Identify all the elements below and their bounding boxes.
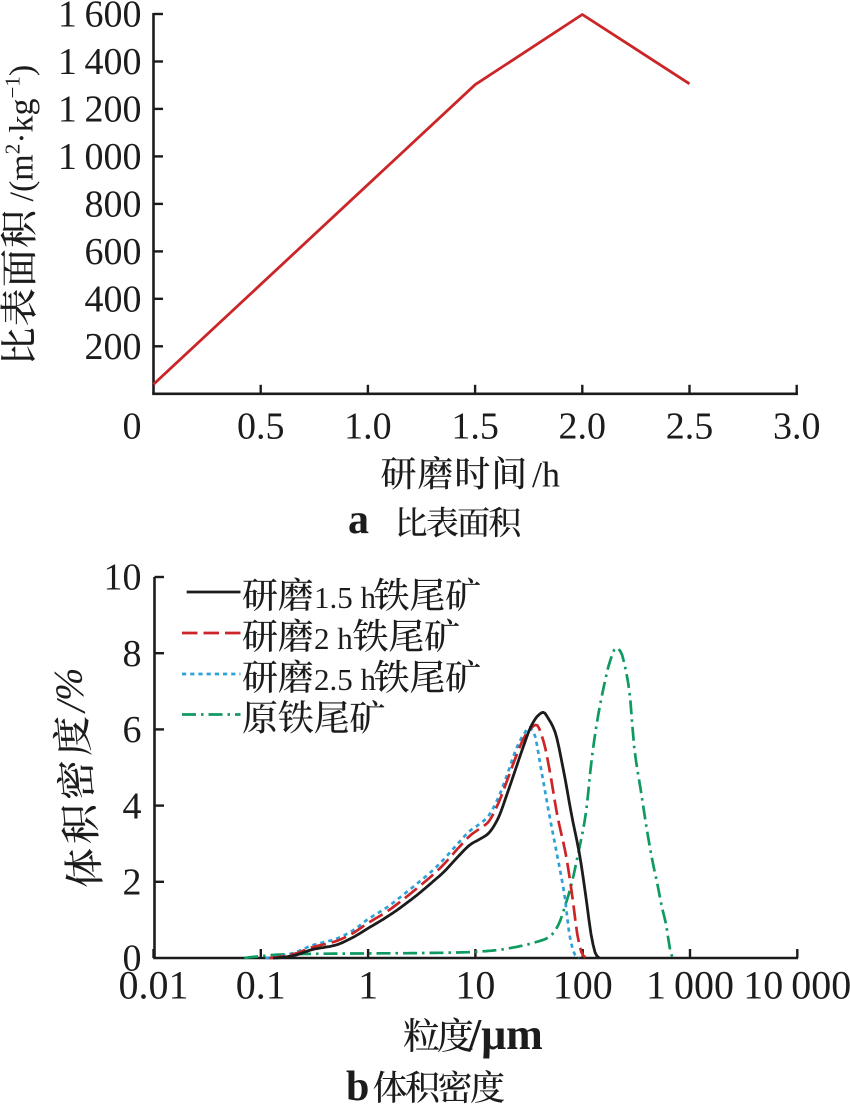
svg-text:600: 600 [85, 231, 142, 273]
svg-text:/h: /h [532, 455, 560, 495]
svg-text:1.5: 1.5 [451, 406, 499, 448]
svg-text:10: 10 [104, 557, 142, 599]
svg-text:1.5 h: 1.5 h [314, 580, 377, 615]
svg-text:2 h: 2 h [314, 621, 353, 656]
svg-text:1 200: 1 200 [58, 89, 142, 131]
svg-text:0: 0 [123, 406, 142, 448]
svg-text:800: 800 [85, 184, 142, 226]
svg-text:6: 6 [123, 709, 142, 751]
svg-text:10: 10 [455, 963, 495, 1008]
svg-text:1 000: 1 000 [646, 963, 734, 1008]
svg-text:2.5: 2.5 [666, 406, 714, 448]
svg-text:200: 200 [85, 326, 142, 368]
svg-text:2.0: 2.0 [559, 406, 607, 448]
svg-text:3.0: 3.0 [773, 406, 821, 448]
svg-text:/μm: /μm [468, 1010, 543, 1059]
svg-text:0: 0 [123, 938, 142, 980]
svg-text:2: 2 [123, 862, 142, 904]
svg-text:1: 1 [358, 963, 378, 1008]
svg-text:400: 400 [85, 279, 142, 321]
svg-text:/%: /% [45, 668, 94, 714]
svg-text:1 400: 1 400 [58, 41, 142, 83]
svg-text:8: 8 [123, 633, 142, 675]
svg-text:2.5 h: 2.5 h [314, 662, 377, 697]
svg-text:10 000: 10 000 [743, 963, 850, 1008]
svg-text:4: 4 [123, 785, 142, 827]
svg-text:1 000: 1 000 [58, 136, 142, 178]
svg-text:b: b [346, 1064, 369, 1104]
svg-text:0.5: 0.5 [237, 406, 285, 448]
svg-text:a: a [348, 497, 369, 543]
svg-text:1.0: 1.0 [344, 406, 392, 448]
svg-text:1 600: 1 600 [58, 0, 142, 36]
svg-text:0.1: 0.1 [236, 963, 286, 1008]
svg-text:0.01: 0.01 [119, 963, 189, 1008]
svg-text:100: 100 [553, 963, 613, 1008]
